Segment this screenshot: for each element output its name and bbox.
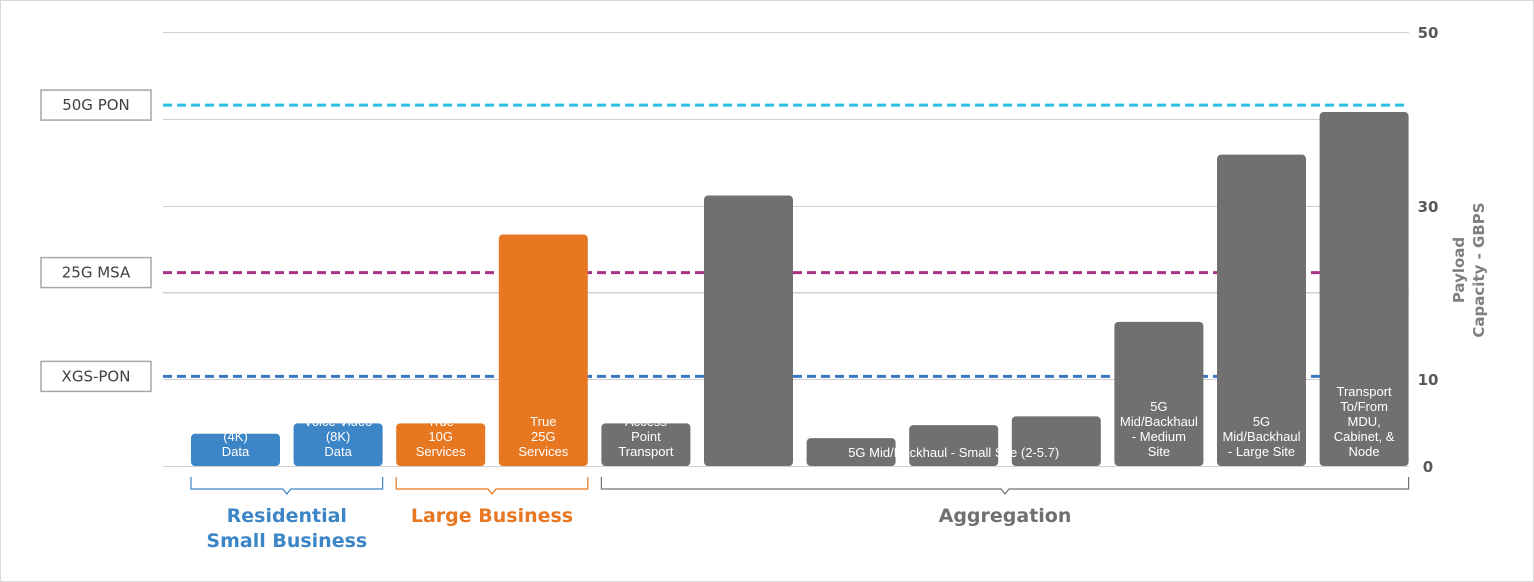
bar-label: True [428,414,454,429]
bar-label: To/From [1340,399,1388,414]
group-bracket [600,477,1410,495]
bar-label: Data [222,444,250,459]
span-label: 5G Mid/Backhaul - Small Site (2-5.7) [848,445,1059,460]
bar-label: 10G [428,429,453,444]
reference-line-label-box [40,256,152,289]
group-brackets: Residential Small Business Large Business A… [190,477,1410,552]
bar-label: MDU, [1347,414,1380,429]
bar [1217,154,1306,467]
bar [396,423,486,466]
group-label: Small Business [206,530,367,552]
bar [293,423,383,466]
bar-label: Mid/Backhaul [1222,429,1300,444]
bar-label: Services [518,444,568,459]
bar-label: 5G [1253,414,1270,429]
reference-line-label-box [40,89,152,121]
bar-label: Cabinet, & [1334,429,1395,444]
group-bracket [190,477,384,495]
reference-line-label: XGS-PON [62,367,131,385]
bar-label: Data [324,444,352,459]
group-label: Large Business [411,505,573,527]
bar [498,234,588,466]
reference-line-label: 25G MSA [62,264,131,282]
y-axis-label-line: Payload [1450,237,1468,303]
bar-label: Services [416,444,466,459]
bar [704,195,793,466]
bar-label: Voice Video [304,414,372,429]
bar-label: Access [625,414,667,429]
bar [806,438,896,466]
bar-label: 25G [531,429,556,444]
bar-label: (4K) [223,429,248,444]
bar-label: Transport [618,444,674,459]
reference-line-label: 50G PON [62,96,130,114]
bar-label: 5G [1150,399,1167,414]
bar-label: Mid/Backhaul [1120,414,1198,429]
bar [1011,416,1101,466]
bar [191,433,280,466]
y-tick-label: 30 [1418,198,1439,216]
bar [601,423,691,466]
small-site-span-label: 5G Mid/Backhaul - Small Site (2-5.7) [848,445,1059,460]
bar-label: (8K) [326,429,351,444]
bar-label: True [530,414,556,429]
bar-label: Transport [1337,384,1393,399]
y-tick-label: 10 [1418,371,1439,389]
bar-label: Voice Video [201,414,269,429]
bar-label: Node [1349,444,1380,459]
bar [1114,321,1204,466]
bar-label: Site [1148,444,1170,459]
group-label: Residential [227,505,347,527]
bar-label: - Medium [1132,429,1186,444]
reference-line-label-box [40,360,152,393]
y-tick-label: 0 [1423,458,1433,476]
y-axis-label-line: Capacity - GBPS [1470,202,1488,337]
bar [909,425,999,466]
y-tick-label: 50 [1418,24,1439,42]
y-axis-ticks: 0 10 30 50 [1418,24,1439,476]
group-label: Aggregation [939,505,1072,527]
group-bracket [395,477,589,495]
y-axis-label: Payload Capacity - GBPS [1450,202,1488,337]
bar-label: Wi-fi 6 [627,399,664,414]
bar-label: Point [631,429,661,444]
bar [1319,112,1409,466]
bar-label: - Large Site [1228,444,1295,459]
